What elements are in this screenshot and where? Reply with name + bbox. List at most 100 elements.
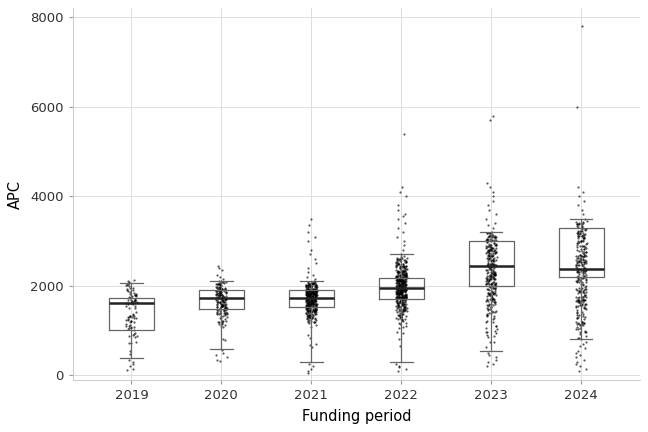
- Point: [392, 297, 402, 304]
- Point: [304, 295, 314, 302]
- Point: [392, 268, 402, 275]
- Point: [576, 285, 586, 292]
- Point: [310, 298, 320, 305]
- Point: [581, 252, 591, 259]
- Point: [305, 286, 315, 293]
- Point: [397, 316, 407, 323]
- Point: [399, 315, 410, 322]
- Point: [485, 281, 496, 288]
- Point: [398, 278, 408, 285]
- Point: [310, 286, 321, 293]
- Point: [575, 252, 585, 259]
- Point: [306, 301, 316, 308]
- Point: [574, 285, 584, 292]
- Point: [577, 242, 587, 249]
- Point: [576, 280, 586, 287]
- Point: [579, 292, 590, 299]
- Point: [488, 261, 498, 268]
- Point: [486, 257, 496, 264]
- Point: [217, 291, 227, 298]
- Point: [127, 299, 137, 305]
- Point: [307, 293, 318, 300]
- Point: [393, 268, 403, 275]
- Point: [304, 313, 314, 320]
- Point: [395, 188, 405, 195]
- Point: [393, 302, 404, 309]
- Point: [489, 270, 500, 277]
- Point: [391, 276, 402, 283]
- Point: [310, 301, 321, 308]
- Point: [483, 252, 493, 259]
- Point: [214, 290, 224, 297]
- Point: [312, 292, 322, 299]
- Point: [310, 290, 320, 297]
- Point: [396, 278, 406, 285]
- Point: [577, 232, 588, 238]
- Point: [391, 273, 402, 280]
- Point: [579, 233, 590, 240]
- Point: [391, 272, 402, 279]
- Point: [574, 299, 584, 306]
- Point: [483, 282, 494, 289]
- Point: [391, 261, 402, 268]
- Point: [573, 289, 583, 296]
- Point: [218, 313, 228, 320]
- Point: [489, 268, 499, 275]
- Point: [130, 292, 141, 299]
- Point: [484, 287, 494, 294]
- Point: [301, 298, 312, 305]
- Point: [213, 280, 223, 287]
- Point: [581, 226, 592, 232]
- Point: [488, 258, 498, 265]
- Point: [217, 302, 227, 309]
- Point: [311, 281, 321, 288]
- Point: [484, 276, 494, 283]
- Point: [580, 302, 590, 308]
- Point: [397, 260, 408, 267]
- Point: [393, 273, 403, 280]
- Point: [486, 247, 496, 254]
- Point: [391, 283, 401, 290]
- Point: [484, 232, 494, 239]
- Point: [310, 297, 320, 304]
- Point: [302, 285, 312, 292]
- Point: [487, 293, 497, 300]
- Point: [573, 220, 584, 227]
- Point: [395, 310, 405, 317]
- Point: [573, 232, 583, 239]
- Point: [217, 285, 227, 292]
- Point: [310, 292, 320, 299]
- Point: [127, 298, 137, 305]
- Point: [128, 358, 138, 365]
- Point: [395, 286, 406, 293]
- Point: [577, 302, 587, 308]
- Point: [485, 117, 495, 124]
- Point: [306, 365, 316, 372]
- Point: [305, 303, 316, 310]
- Point: [211, 284, 222, 291]
- Point: [216, 286, 226, 293]
- Point: [487, 264, 498, 270]
- Point: [577, 274, 588, 281]
- Point: [391, 274, 401, 281]
- Point: [398, 285, 408, 292]
- Point: [311, 341, 321, 348]
- Point: [578, 293, 588, 300]
- Point: [391, 264, 401, 271]
- Point: [395, 285, 406, 292]
- Point: [305, 311, 315, 318]
- Point: [395, 257, 405, 264]
- Point: [483, 280, 494, 287]
- Point: [579, 253, 589, 260]
- Point: [391, 291, 401, 298]
- Point: [310, 318, 321, 325]
- Point: [394, 290, 404, 297]
- Point: [397, 285, 407, 292]
- Point: [394, 291, 404, 298]
- Point: [577, 224, 587, 231]
- Point: [306, 297, 316, 304]
- Point: [305, 291, 315, 298]
- Point: [397, 316, 407, 323]
- Point: [572, 314, 582, 321]
- Point: [214, 290, 225, 297]
